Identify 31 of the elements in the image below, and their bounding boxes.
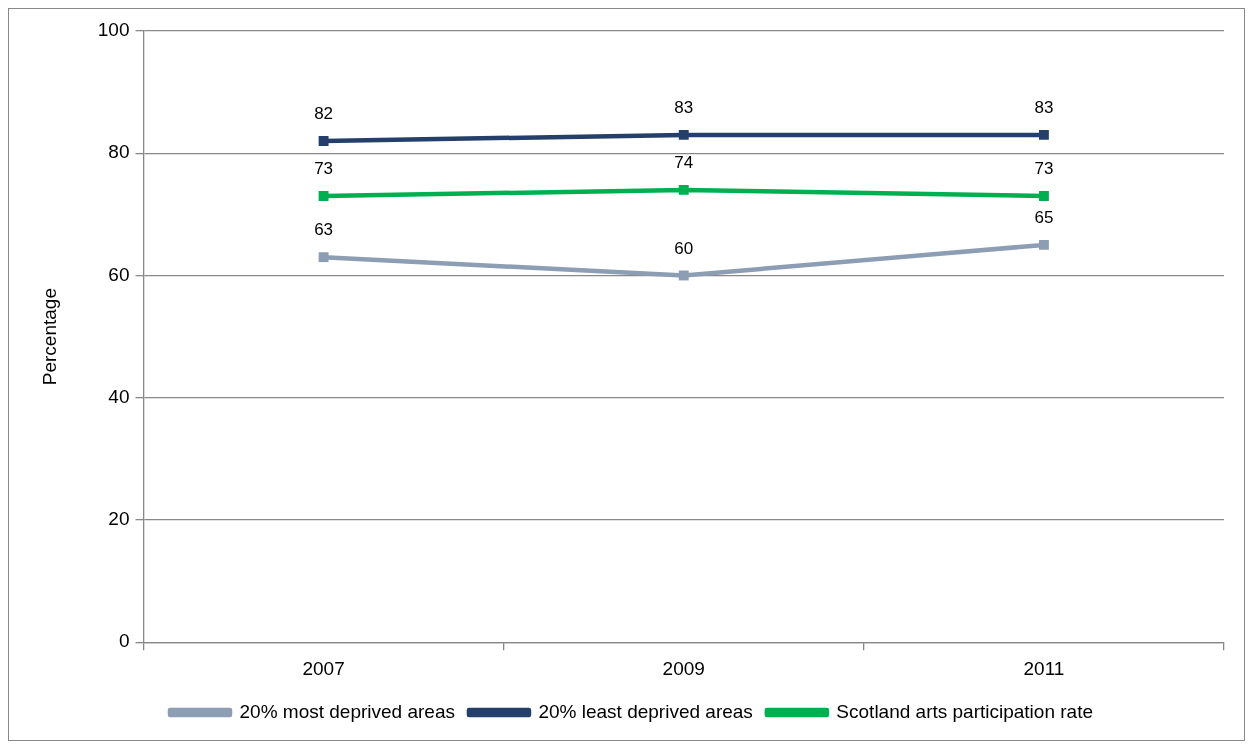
- y-tick-label: 100: [97, 19, 130, 41]
- point: [318, 191, 329, 201]
- point: [1038, 129, 1049, 140]
- y-tick-label: 0: [118, 630, 130, 652]
- legend-label: 20% least deprived areas: [538, 700, 753, 722]
- data-label: 60: [674, 238, 694, 258]
- data-label: 74: [674, 153, 694, 173]
- point: [318, 136, 329, 146]
- data-label: 65: [1034, 208, 1054, 228]
- point: [1038, 191, 1049, 201]
- point: [318, 252, 329, 263]
- x-tick-label: 2011: [1023, 657, 1065, 679]
- data-label: 73: [314, 159, 334, 179]
- data-label: 82: [314, 104, 334, 124]
- x-tick-label: 2007: [302, 657, 345, 679]
- point: [1038, 239, 1049, 250]
- point: [678, 129, 689, 140]
- legend-label: Scotland arts participation rate: [836, 700, 1093, 722]
- point: [678, 270, 689, 281]
- y-tick-label: 40: [108, 385, 130, 407]
- data-label: 63: [314, 220, 334, 240]
- legend-label: 20% most deprived areas: [239, 700, 455, 722]
- data-label: 83: [674, 98, 694, 118]
- y-tick-label: 60: [108, 263, 130, 285]
- x-tick-label: 2009: [662, 657, 705, 679]
- y-axis-title: Percentage: [38, 288, 60, 386]
- y-tick-label: 20: [108, 508, 130, 530]
- y-tick-label: 80: [108, 141, 130, 163]
- data-label: 73: [1034, 159, 1054, 179]
- data-label: 83: [1034, 98, 1054, 118]
- point: [678, 184, 689, 195]
